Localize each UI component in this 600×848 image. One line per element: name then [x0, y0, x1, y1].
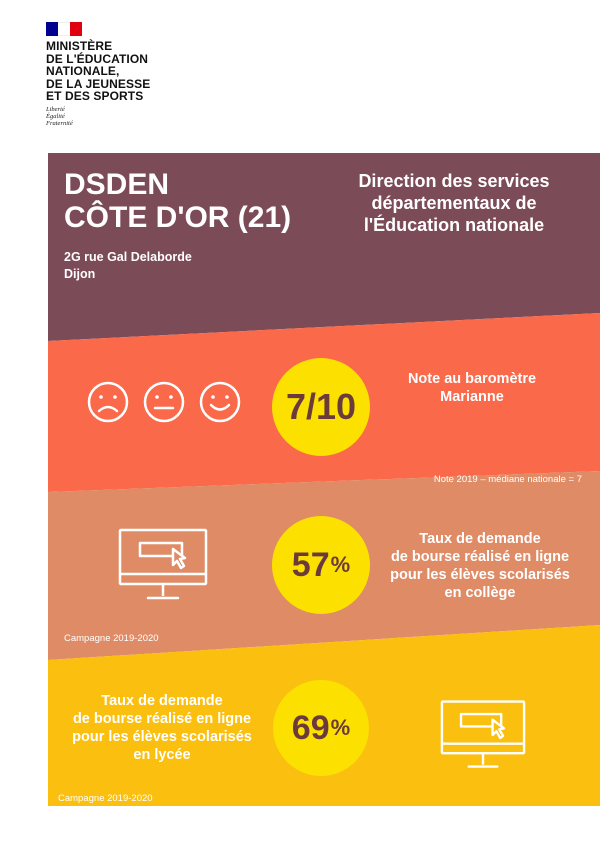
college-label: Taux de demande de bourse réalisé en lig… — [374, 530, 586, 602]
label-line: en lycée — [133, 747, 191, 763]
label-line: Taux de demande — [101, 693, 223, 709]
label-line: Marianne — [440, 389, 504, 405]
lycee-campaign: Campagne 2019-2020 — [58, 793, 153, 804]
motto-line: Égalité — [46, 112, 65, 120]
score-value: 7/10 — [285, 386, 357, 427]
rate-value: 69 — [291, 708, 330, 747]
label-line: en collège — [444, 585, 516, 601]
rate-value: 57 — [291, 545, 330, 584]
ministry-line: ET DES SPORTS — [46, 89, 144, 103]
address-line: Dijon — [64, 267, 96, 281]
label-line: pour les élèves scolarisés — [390, 567, 570, 583]
address-line: 2G rue Gal Delaborde — [64, 250, 192, 264]
label-line: de bourse réalisé en ligne — [390, 549, 570, 565]
college-campaign: Campagne 2019-2020 — [64, 633, 159, 644]
barometer-score: 7/10 — [272, 358, 370, 456]
ministry-line: DE L'ÉDUCATION — [46, 51, 149, 66]
satisfaction-faces — [87, 381, 241, 423]
label-line: Taux de demande — [419, 531, 541, 547]
republic-motto: Liberté Égalité Fraternité — [46, 106, 226, 127]
ministry-name: MINISTÈRE DE L'ÉDUCATION NATIONALE, DE L… — [46, 40, 226, 103]
lycee-label: Taux de demande de bourse réalisé en lig… — [52, 692, 272, 764]
direction-line: Direction des services — [358, 171, 550, 191]
ministry-line: NATIONALE, — [46, 64, 120, 78]
french-flag-icon — [46, 22, 82, 36]
direction-line: l'Éducation nationale — [363, 215, 545, 235]
rate-unit: % — [330, 715, 351, 740]
barometer-note: Note 2019 – médiane nationale = 7 — [433, 474, 582, 485]
ministry-logo: MINISTÈRE DE L'ÉDUCATION NATIONALE, DE L… — [46, 22, 226, 127]
title-line: CÔTE D'OR (21) — [64, 201, 292, 234]
ministry-line: DE LA JEUNESSE — [46, 76, 151, 91]
happy-face-icon — [199, 381, 241, 423]
label-line: Note au baromètre — [407, 371, 537, 387]
college-rate: 57% — [272, 516, 370, 614]
label-line: de bourse réalisé en ligne — [72, 711, 252, 727]
motto-line: Liberté — [46, 105, 65, 113]
computer-monitor-icon — [118, 528, 208, 600]
title-line: DSDEN — [64, 168, 170, 201]
sad-face-icon — [87, 381, 129, 423]
address: 2G rue Gal Delaborde Dijon — [64, 249, 192, 283]
neutral-face-icon — [143, 381, 185, 423]
direction-title: Direction des services départementaux de… — [330, 170, 578, 236]
rate-unit: % — [330, 552, 351, 577]
motto-line: Fraternité — [46, 119, 73, 127]
title-band — [48, 153, 600, 341]
lycee-rate: 69% — [273, 680, 369, 776]
dsden-title: DSDEN CÔTE D'OR (21) — [64, 168, 291, 234]
ministry-line: MINISTÈRE — [46, 39, 113, 53]
direction-line: départementaux de — [371, 193, 537, 213]
computer-monitor-icon — [440, 700, 526, 768]
label-line: pour les élèves scolarisés — [72, 729, 252, 745]
barometer-label: Note au baromètre Marianne — [372, 370, 572, 406]
